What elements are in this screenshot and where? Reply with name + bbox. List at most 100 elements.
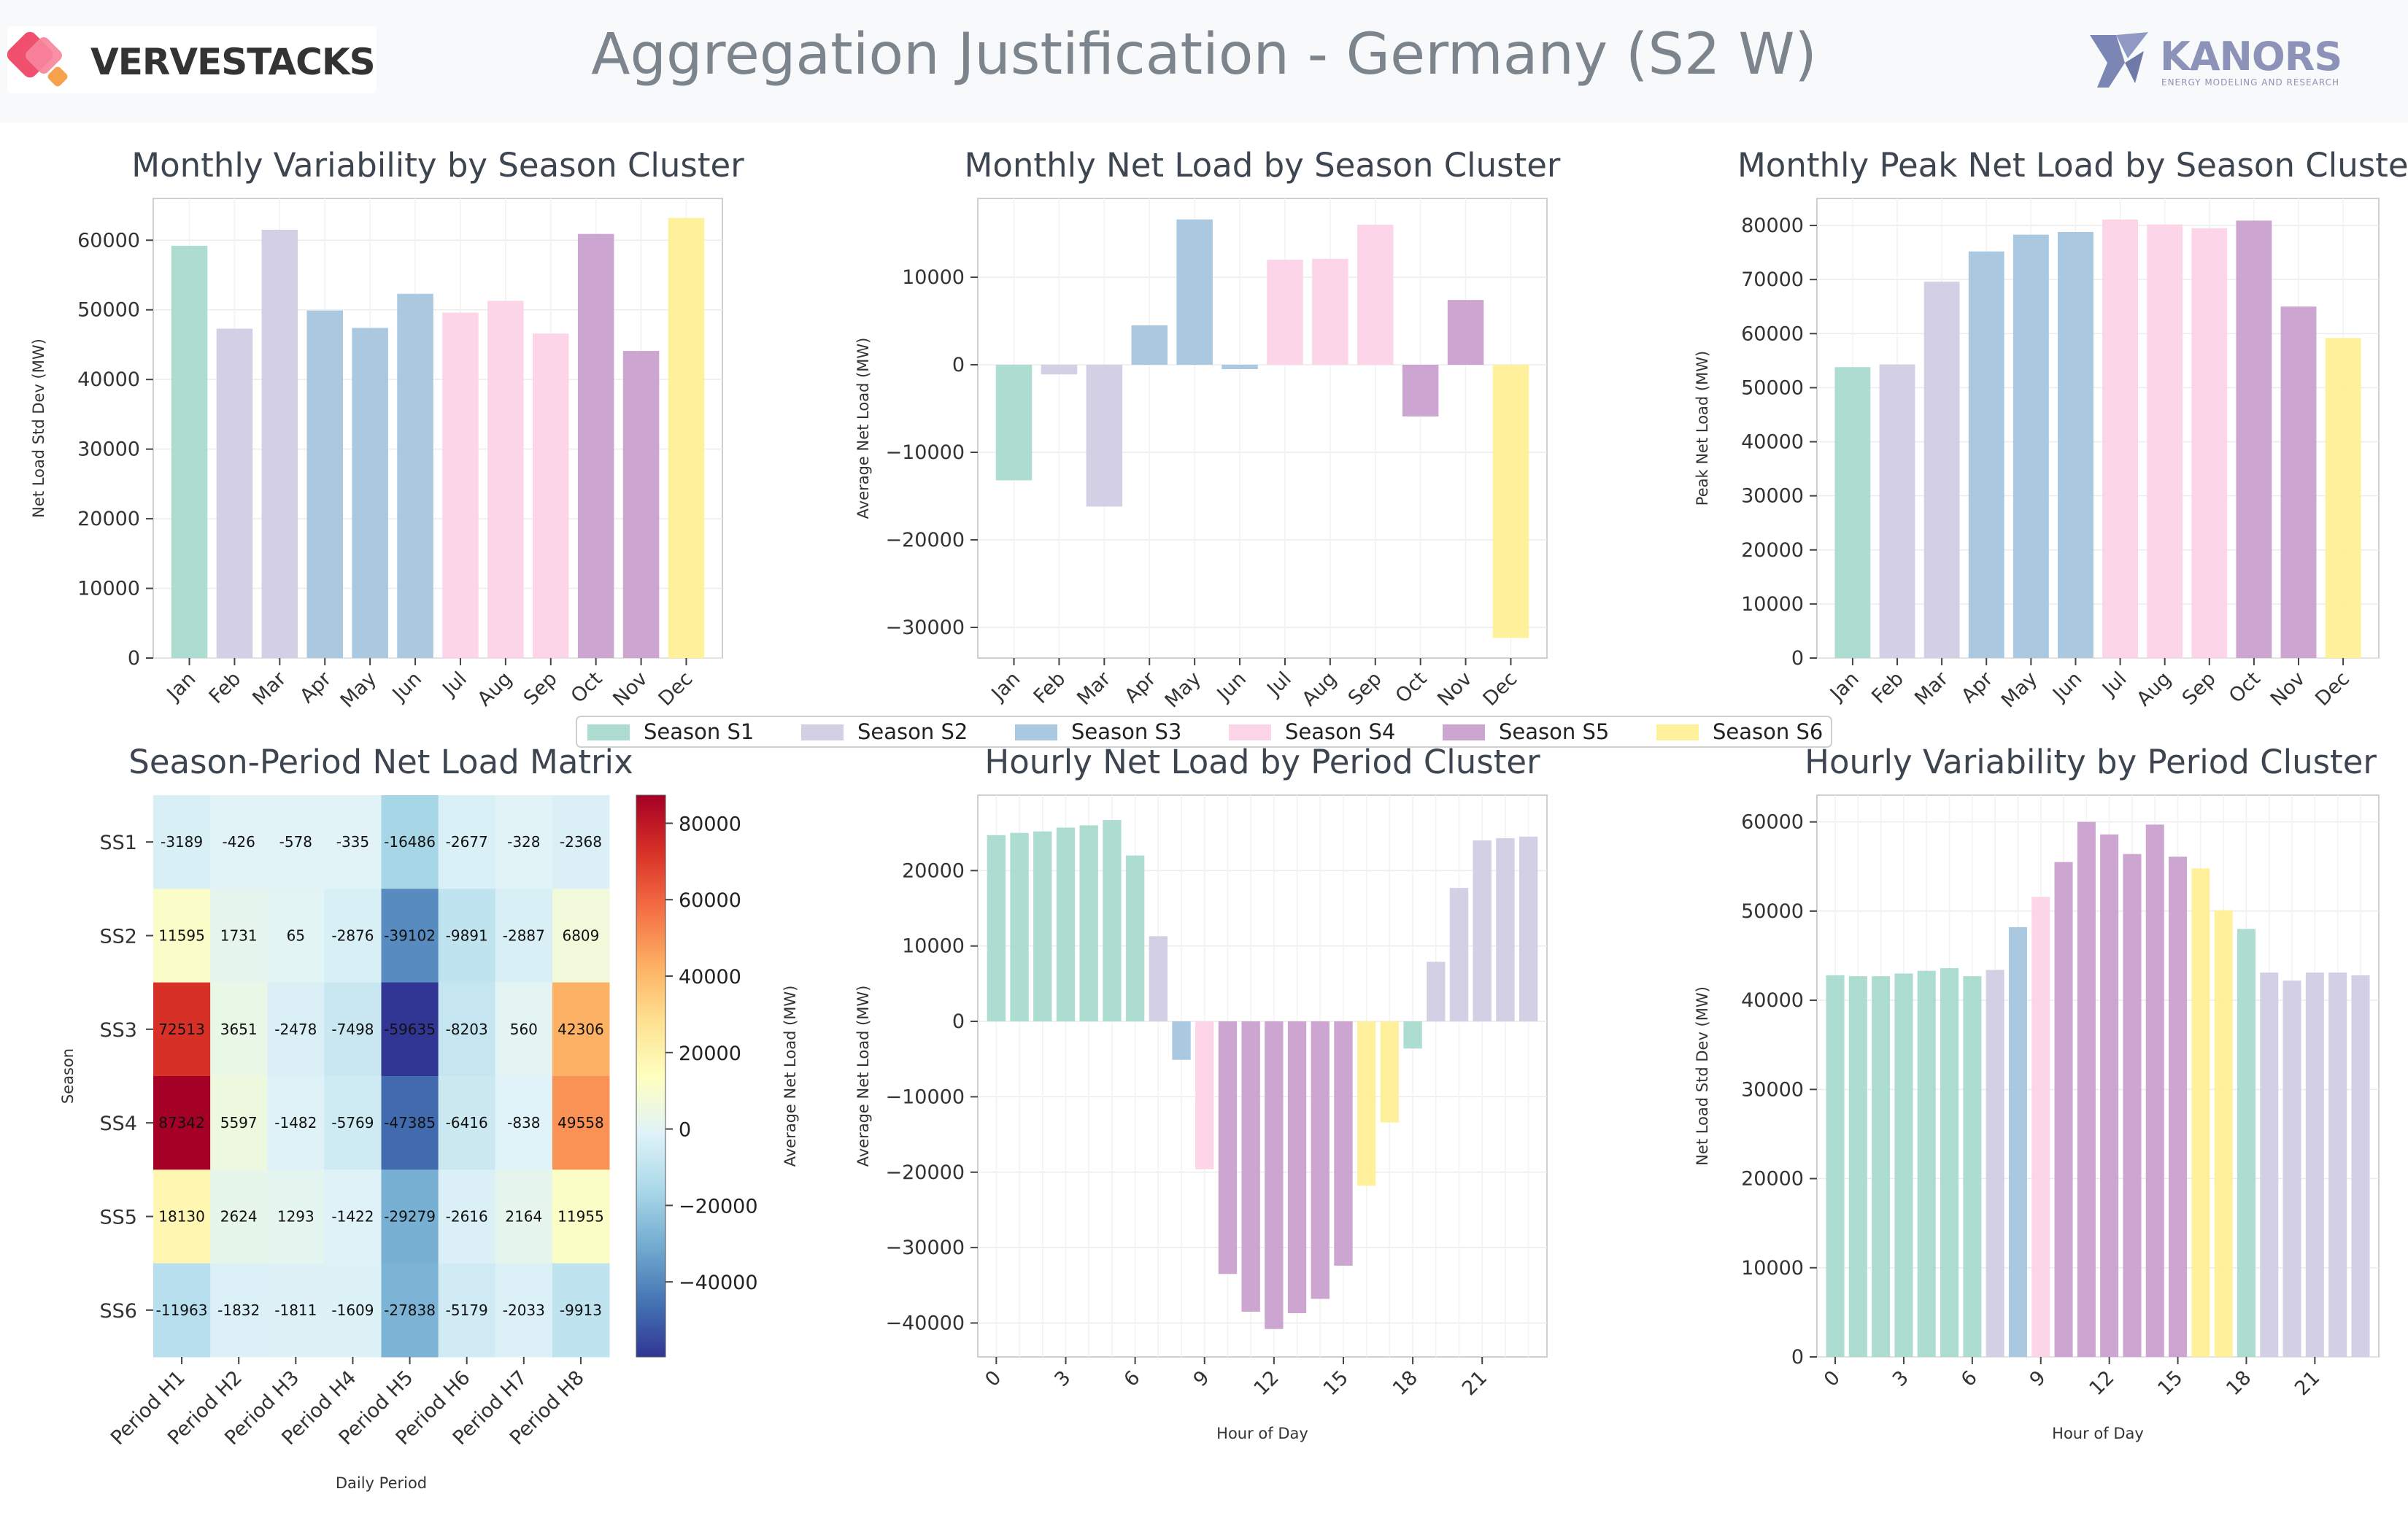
- x-tick-label: Dec: [1479, 668, 1522, 711]
- y-tick-label: 30000: [1741, 485, 1804, 508]
- legend-swatch: [1656, 724, 1699, 740]
- y-tick-label: SS3: [100, 1019, 137, 1042]
- x-tick-label: Dec: [655, 668, 698, 711]
- bar-hour-7: [1149, 936, 1168, 1022]
- bar-hour-8: [2008, 926, 2027, 1357]
- heatmap-cell: [153, 1076, 211, 1170]
- bar-hour-10: [2054, 862, 2073, 1357]
- y-tick-label: −30000: [885, 616, 965, 639]
- chart-title: Monthly Variability by Season Cluster: [131, 146, 744, 185]
- y-tick-label: SS4: [100, 1113, 137, 1135]
- x-tick-label: Jan: [987, 668, 1025, 706]
- y-tick-label: 0: [128, 647, 140, 670]
- x-tick-label: Nov: [2266, 668, 2309, 711]
- heatmap-cell: [495, 982, 553, 1077]
- x-tick-label: Nov: [1433, 668, 1476, 711]
- chart-title: Hourly Variability by Period Cluster: [1805, 743, 2377, 781]
- heatmap-cell: [153, 795, 211, 889]
- y-tick-label: −10000: [885, 1086, 965, 1108]
- heatmap-cell: [381, 1263, 439, 1358]
- bar-hour-5: [1103, 820, 1122, 1022]
- x-tick-label: 21: [1458, 1366, 1492, 1400]
- bar-hour-3: [1894, 973, 1913, 1357]
- heatmap-cell: [324, 889, 382, 983]
- heatmap-cell-label: 2164: [505, 1208, 542, 1226]
- bar-apr: [1968, 251, 2004, 659]
- heatmap-cell-label: 1731: [220, 927, 258, 945]
- x-tick-label: 15: [2153, 1366, 2187, 1400]
- kanors-tagline: ENERGY MODELING AND RESEARCH: [2161, 77, 2339, 88]
- heatmap-cell: [552, 1076, 610, 1170]
- heatmap-cell-label: -1482: [274, 1114, 317, 1131]
- heatmap-cell: [324, 982, 382, 1077]
- heatmap-cell-label: -1422: [331, 1208, 374, 1226]
- heatmap-cell: [438, 1169, 496, 1264]
- y-tick-label: −20000: [885, 1161, 965, 1184]
- x-tick-label: Jun: [1212, 668, 1251, 706]
- heatmap-cell: [381, 982, 439, 1077]
- bar-nov: [622, 351, 660, 658]
- heatmap-cell-label: -2478: [274, 1021, 317, 1038]
- heatmap-cell: [153, 889, 211, 983]
- heatmap-cell-label: -426: [222, 833, 255, 851]
- heatmap-cell: [153, 1263, 211, 1358]
- legend-swatch: [587, 724, 630, 740]
- heatmap-cell-label: -3189: [161, 833, 203, 851]
- colorbar-tick-label: 20000: [679, 1042, 741, 1065]
- y-axis-label: Season: [59, 1048, 77, 1104]
- heatmap-cell-label: -2677: [446, 833, 488, 851]
- heatmap-cell: [495, 1169, 553, 1264]
- heatmap-cell-label: 560: [510, 1021, 538, 1038]
- heatmap-cell: [552, 1263, 610, 1358]
- bar-feb: [216, 328, 253, 658]
- chart-title: Monthly Net Load by Season Cluster: [965, 146, 1561, 185]
- bar-apr: [306, 310, 343, 658]
- x-tick-label: 0: [981, 1366, 1006, 1391]
- heatmap-cell: [210, 1169, 268, 1264]
- heatmap-cell: [438, 1076, 496, 1170]
- x-tick-label: Mar: [1910, 667, 1953, 710]
- bar-hour-16: [2191, 868, 2210, 1357]
- x-tick-label: Feb: [205, 668, 246, 708]
- y-tick-label: 60000: [77, 229, 140, 252]
- bar-dec: [1492, 365, 1529, 638]
- heatmap-cell: [324, 1076, 382, 1170]
- monthly-net-load-plot-area: [977, 198, 1548, 659]
- bar-jul: [1267, 260, 1303, 365]
- x-tick-label: Apr: [296, 667, 336, 708]
- bar-aug: [487, 301, 524, 658]
- heatmap-cell: [495, 1076, 553, 1170]
- kanors-wordmark: KANORS: [2160, 34, 2342, 80]
- heatmap-cell-label: -9913: [560, 1301, 602, 1319]
- legend-label: Season S6: [1713, 719, 1823, 744]
- heatmap-cell-label: 72513: [158, 1021, 205, 1038]
- y-tick-label: 10000: [902, 935, 965, 958]
- legend-label: Season S1: [644, 719, 754, 744]
- legend-label: Season S2: [857, 719, 968, 744]
- x-tick-label: Oct: [1392, 668, 1432, 708]
- x-tick-label: 12: [2085, 1366, 2118, 1400]
- bar-mar: [1086, 365, 1123, 507]
- colorbar-tick-label: −40000: [679, 1272, 758, 1294]
- y-tick-label: 0: [952, 354, 965, 376]
- x-tick-label: Jul: [2097, 668, 2131, 701]
- heatmap-cell-label: -1832: [217, 1301, 260, 1319]
- bar-jun: [397, 293, 433, 658]
- y-tick-label: 50000: [1741, 376, 1804, 399]
- heatmap-cell: [495, 1263, 553, 1358]
- colorbar-label: Average Net Load (MW): [782, 986, 799, 1167]
- x-tick-label: Feb: [1030, 668, 1070, 708]
- heatmap-cell: [267, 1263, 325, 1358]
- x-tick-label: Jan: [162, 668, 201, 706]
- heatmap-cell: [495, 889, 553, 983]
- heatmap-cell-label: -335: [336, 833, 369, 851]
- heatmap-cell: [381, 795, 439, 889]
- x-tick-label: May: [336, 668, 381, 712]
- y-tick-label: 20000: [1741, 1168, 1804, 1191]
- bar-hour-3: [1056, 827, 1076, 1022]
- heatmap-cell-label: -578: [279, 833, 312, 851]
- heatmap-cell: [324, 1169, 382, 1264]
- heatmap-cell-label: -16486: [384, 833, 436, 851]
- bar-sep: [2191, 228, 2228, 658]
